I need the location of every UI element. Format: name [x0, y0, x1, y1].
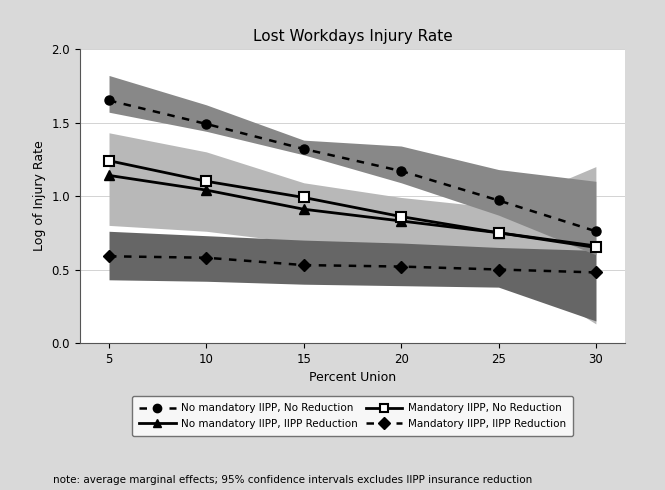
Text: note: average marginal effects; 95% confidence intervals excludes IIPP insurance: note: average marginal effects; 95% conf…	[53, 475, 533, 485]
X-axis label: Percent Union: Percent Union	[309, 371, 396, 384]
Title: Lost Workdays Injury Rate: Lost Workdays Injury Rate	[253, 29, 452, 44]
Y-axis label: Log of Injury Rate: Log of Injury Rate	[33, 141, 46, 251]
Legend: No mandatory IIPP, No Reduction, No mandatory IIPP, IIPP Reduction, Mandatory II: No mandatory IIPP, No Reduction, No mand…	[132, 396, 573, 436]
